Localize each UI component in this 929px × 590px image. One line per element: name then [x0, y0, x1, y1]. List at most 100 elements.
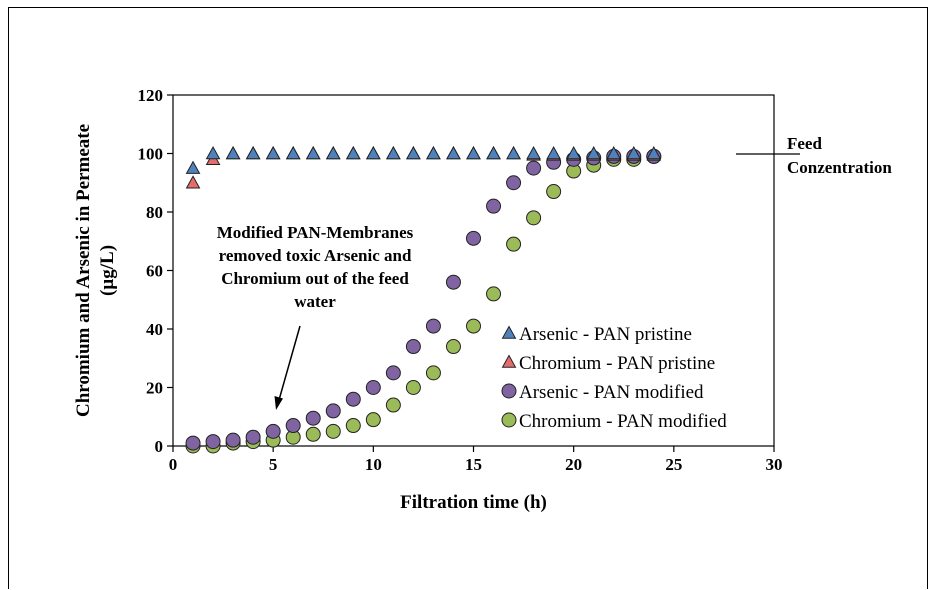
data-point [325, 145, 341, 160]
data-point [305, 145, 321, 160]
data-points [185, 145, 662, 454]
data-point [385, 365, 401, 381]
y-tick-label: 100 [138, 145, 164, 164]
data-point [566, 145, 582, 160]
data-point [425, 318, 441, 334]
series-arsenic-pan-modified [185, 148, 662, 451]
x-tick-label: 25 [665, 455, 682, 474]
data-point [506, 145, 521, 160]
data-point [546, 184, 562, 200]
data-point [345, 145, 361, 160]
y-axis: 0 20 40 60 80 100 120 [138, 86, 173, 456]
x-tick-label: 5 [269, 455, 278, 474]
data-point [486, 198, 502, 214]
membrane-annotation: Modified PAN-Membranes removed toxic Ars… [217, 223, 414, 410]
annotation-line-2: removed toxic Arsenic and [219, 246, 412, 265]
data-point [225, 145, 241, 160]
legend-marker [501, 383, 517, 399]
x-axis-title: Filtration time (h) [400, 492, 547, 513]
data-point [365, 412, 381, 428]
x-tick-label: 15 [465, 455, 482, 474]
x-tick-label: 20 [565, 455, 582, 474]
feed-label-line-1: Feed [787, 134, 822, 153]
data-point [445, 274, 461, 290]
data-point [646, 145, 662, 160]
x-axis: 0 5 10 15 20 25 30 [169, 446, 783, 474]
data-point [446, 145, 461, 160]
data-point [345, 391, 361, 407]
legend-marker [501, 412, 517, 428]
y-axis-title-line-1: Chromium and Arsenic in Permeate [73, 124, 94, 417]
data-point [205, 434, 221, 450]
legend-marker [501, 325, 517, 339]
data-point [586, 145, 602, 160]
data-point [606, 145, 622, 160]
data-point [285, 145, 301, 160]
data-point [466, 318, 481, 334]
data-point [285, 418, 301, 434]
data-point [626, 145, 642, 160]
legend: Arsenic - PAN pristine Chromium - PAN pri… [501, 324, 727, 432]
data-point [365, 380, 381, 395]
legend-label: Arsenic - PAN modified [519, 382, 704, 403]
series-chromium-pan-modified [185, 148, 662, 454]
x-tick-label: 0 [169, 455, 178, 474]
data-point [526, 145, 541, 160]
data-point [425, 365, 441, 381]
y-axis-title: Chromium and Arsenic in Permeate (µg/L) [73, 124, 118, 417]
y-tick-label: 20 [146, 379, 163, 398]
data-point [405, 339, 421, 355]
annotation-line-4: water [294, 292, 336, 311]
data-point [386, 145, 401, 160]
y-tick-label: 60 [146, 262, 163, 281]
data-point [205, 145, 221, 160]
data-point [506, 236, 522, 252]
y-tick-label: 80 [146, 203, 163, 222]
x-tick-label: 10 [365, 455, 382, 474]
data-point [445, 339, 461, 355]
data-point [325, 423, 341, 439]
series-arsenic-pan-pristine [185, 145, 662, 174]
data-point [185, 175, 201, 189]
data-point [486, 145, 501, 160]
figure-frame [8, 7, 928, 589]
feed-concentration-annotation: Feed Conzentration [736, 134, 892, 177]
legend-label: Chromium - PAN modified [519, 411, 727, 432]
data-point [245, 145, 261, 160]
legend-label: Chromium - PAN pristine [519, 353, 715, 374]
data-point [406, 145, 421, 160]
data-point [365, 145, 381, 160]
data-point [466, 145, 481, 160]
data-point [325, 403, 341, 419]
annotation-line-1: Modified PAN-Membranes [217, 223, 414, 242]
data-point [225, 432, 241, 448]
data-point [526, 160, 542, 176]
y-tick-label: 120 [138, 86, 164, 105]
data-point [385, 397, 401, 413]
data-point [405, 380, 421, 395]
y-tick-label: 0 [155, 437, 164, 456]
feed-label-line-2: Conzentration [787, 158, 892, 177]
data-point [506, 175, 522, 191]
data-point [345, 418, 361, 434]
annotation-line-3: Chromium out of the feed [221, 269, 409, 288]
data-point [265, 423, 281, 439]
y-tick-label: 40 [146, 320, 163, 339]
data-point [245, 429, 261, 445]
data-point [305, 410, 321, 426]
data-point [265, 145, 281, 160]
data-point [466, 230, 481, 246]
annotation-arrow-head [274, 396, 283, 410]
data-point [526, 210, 542, 226]
data-point [185, 160, 201, 174]
data-point [426, 145, 441, 160]
annotation-arrow-shaft [278, 325, 301, 401]
data-point [486, 286, 502, 302]
legend-marker [501, 354, 517, 368]
x-tick-label: 30 [766, 455, 783, 474]
y-axis-title-line-2: (µg/L) [97, 245, 118, 296]
legend-label: Arsenic - PAN pristine [519, 324, 692, 345]
data-point [305, 426, 321, 442]
data-point [546, 145, 561, 160]
